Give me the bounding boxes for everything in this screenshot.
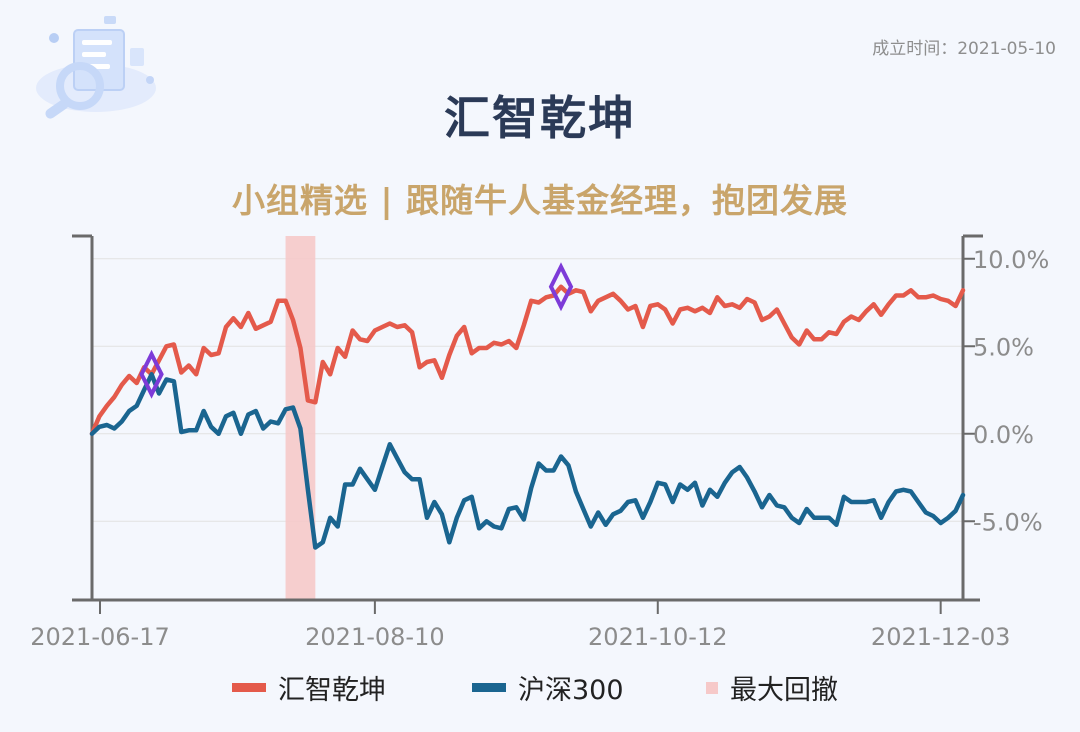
legend-label-drawdown: 最大回撤	[730, 675, 838, 706]
legend-item-benchmark: 沪深300	[472, 668, 624, 707]
page-title: 汇智乾坤	[444, 91, 636, 145]
page-subtitle: 小组精选 | 跟随牛人基金经理，抱团发展	[231, 181, 849, 220]
y-tick-label-3: -5.0%	[973, 508, 1043, 536]
legend-label-benchmark: 沪深300	[518, 675, 624, 706]
legend-item-drawdown: 最大回撤	[706, 668, 838, 707]
max-drawdown-band	[285, 236, 316, 600]
legend-swatch-benchmark	[472, 683, 506, 692]
legend-swatch-drawdown	[706, 681, 718, 694]
magnifier-illustration-icon	[36, 16, 156, 119]
chart-legend: 汇智乾坤 沪深300 最大回撤	[0, 668, 1080, 708]
founded-date: 成立时间：2021-05-10	[872, 39, 1056, 59]
x-tick-label-1: 2021-08-10	[305, 623, 444, 651]
fund-series-line	[89, 284, 966, 437]
x-tick-label-3: 2021-12-03	[871, 623, 1010, 651]
y-tick-label-0: 10.0%	[973, 246, 1049, 274]
legend-label-fund: 汇智乾坤	[278, 675, 386, 706]
benchmark-series-line	[89, 372, 966, 550]
peak-marker-1	[548, 262, 574, 312]
legend-swatch-fund	[232, 683, 266, 692]
x-tick-label-2: 2021-10-12	[588, 623, 727, 651]
legend-item-fund: 汇智乾坤	[232, 668, 386, 707]
y-tick-label-1: 5.0%	[973, 333, 1034, 361]
x-tick-label-0: 2021-06-17	[30, 623, 169, 651]
peak-marker-0	[139, 349, 164, 399]
y-tick-label-2: 0.0%	[973, 421, 1034, 449]
